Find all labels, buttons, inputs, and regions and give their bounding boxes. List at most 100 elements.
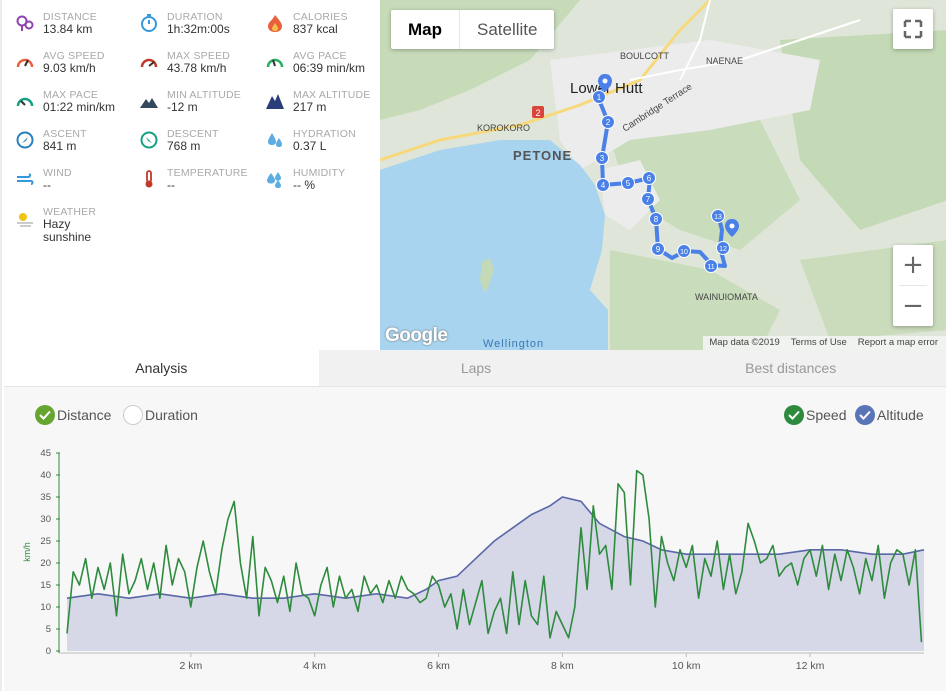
map-view-button[interactable]: Map bbox=[391, 10, 460, 49]
mountain-high-icon bbox=[266, 92, 284, 110]
map-label-boulcott: BOULCOTT bbox=[620, 51, 670, 61]
y-tick-label: 25 bbox=[40, 536, 51, 547]
route-km-marker[interactable]: 11 bbox=[704, 259, 718, 273]
y-axis-label: km/h bbox=[22, 542, 32, 562]
stat-label: MIN ALTITUDE bbox=[167, 89, 241, 101]
stat-value: 837 kcal bbox=[293, 22, 338, 36]
distance-radio[interactable] bbox=[35, 405, 55, 425]
y-tick-label: 20 bbox=[40, 558, 51, 569]
stat-min-altitude: MIN ALTITUDE -12 m bbox=[128, 78, 253, 114]
end-pin-icon[interactable] bbox=[725, 219, 739, 237]
x-tick-label: 12 km bbox=[796, 660, 825, 672]
analysis-chart-area: Distance Duration Speed Altitude 0 5 10 15 2… bbox=[4, 386, 946, 691]
fullscreen-button[interactable] bbox=[893, 9, 933, 49]
stat-label: TEMPERATURE bbox=[167, 167, 248, 179]
svg-text:13: 13 bbox=[714, 214, 722, 221]
distance-toggle-label: Distance bbox=[57, 407, 112, 423]
x-tick-label: 2 km bbox=[179, 660, 202, 672]
stat-label: DURATION bbox=[167, 11, 223, 23]
zoom-controls: + − bbox=[893, 245, 933, 326]
altitude-checkbox[interactable] bbox=[855, 405, 875, 425]
map-label-wellington: Wellington bbox=[483, 338, 544, 350]
route-km-marker[interactable]: 1 bbox=[592, 90, 606, 104]
flame-icon bbox=[266, 14, 284, 32]
stat-value: 9.03 km/h bbox=[43, 61, 96, 75]
stat-ascent: ASCENT 841 m bbox=[4, 117, 129, 153]
stat-max-pace: MAX PACE 01:22 min/km bbox=[4, 78, 129, 114]
pace-gauge-max-icon bbox=[16, 92, 34, 110]
stat-value: 1h:32m:00s bbox=[167, 22, 230, 36]
thermometer-icon bbox=[140, 170, 158, 188]
tab-analysis[interactable]: Analysis bbox=[4, 350, 319, 386]
stat-value: 43.78 km/h bbox=[167, 61, 227, 75]
route-km-marker[interactable]: 13 bbox=[711, 209, 725, 223]
analysis-tabs: Analysis Laps Best distances bbox=[4, 350, 946, 386]
route-km-marker[interactable]: 12 bbox=[716, 241, 730, 255]
route-km-marker[interactable]: 8 bbox=[649, 212, 663, 226]
svg-text:9: 9 bbox=[656, 245, 661, 254]
altitude-toggle[interactable]: Altitude bbox=[855, 405, 935, 425]
stat-label: HYDRATION bbox=[293, 128, 356, 140]
stat-descent: DESCENT 768 m bbox=[128, 117, 253, 153]
stat-avg-speed: AVG SPEED 9.03 km/h bbox=[4, 39, 129, 75]
stat-avg-pace: AVG PACE 06:39 min/km bbox=[254, 39, 379, 75]
svg-text:11: 11 bbox=[707, 264, 714, 271]
speed-toggle-label: Speed bbox=[806, 407, 847, 423]
y-tick-label: 15 bbox=[40, 580, 51, 591]
svg-text:12: 12 bbox=[719, 246, 727, 253]
route-km-marker[interactable]: 2 bbox=[601, 115, 615, 129]
speed-toggle[interactable]: Speed bbox=[784, 405, 850, 425]
y-tick-label: 10 bbox=[40, 602, 51, 613]
route-km-marker[interactable]: 4 bbox=[596, 178, 610, 192]
duration-toggle[interactable]: Duration bbox=[123, 405, 213, 425]
svg-text:7: 7 bbox=[646, 195, 651, 204]
check-icon bbox=[859, 410, 871, 420]
stat-label: MAX SPEED bbox=[167, 50, 231, 62]
map-canvas[interactable]: 2 Lower Hutt BOULCOTT NAENAE Cambridge T… bbox=[380, 0, 946, 350]
x-tick-label: 8 km bbox=[551, 660, 574, 672]
route-km-marker[interactable]: 5 bbox=[621, 176, 635, 190]
route-km-marker[interactable]: 7 bbox=[641, 192, 655, 206]
stat-duration: DURATION 1h:32m:00s bbox=[128, 0, 253, 36]
stat-weather: WEATHER Hazy sunshine bbox=[4, 195, 129, 244]
map-label-korokoro: KOROKORO bbox=[477, 123, 530, 133]
speed-altitude-chart[interactable]: 0 5 10 15 20 25 30 35 40 45 km/h 2 km 4 km 6 km 8 km 10… bbox=[4, 387, 946, 691]
stat-label: ASCENT bbox=[43, 128, 87, 140]
stat-distance: DISTANCE 13.84 km bbox=[4, 0, 129, 36]
stat-hydration: HYDRATION 0.37 L bbox=[254, 117, 379, 153]
zoom-in-button[interactable]: + bbox=[902, 250, 924, 280]
distance-toggle[interactable]: Distance bbox=[35, 405, 125, 425]
distance-pin-icon bbox=[16, 14, 34, 32]
tab-best-distances[interactable]: Best distances bbox=[745, 360, 837, 376]
duration-radio[interactable] bbox=[123, 405, 143, 425]
map-type-toggle[interactable]: Map Satellite bbox=[391, 10, 555, 49]
route-km-marker[interactable]: 3 bbox=[595, 151, 609, 165]
stat-value: 13.84 km bbox=[43, 22, 93, 36]
stat-label: DESCENT bbox=[167, 128, 219, 140]
stat-value: -- bbox=[167, 178, 175, 192]
stat-max-speed: MAX SPEED 43.78 km/h bbox=[128, 39, 253, 75]
y-tick-label: 45 bbox=[40, 448, 51, 459]
route-map[interactable]: 2 Lower Hutt BOULCOTT NAENAE Cambridge T… bbox=[380, 0, 946, 350]
route-km-marker[interactable]: 6 bbox=[642, 171, 656, 185]
start-pin-icon[interactable] bbox=[598, 74, 612, 92]
tab-laps[interactable]: Laps bbox=[460, 360, 492, 376]
speedometer-max-icon bbox=[140, 53, 158, 71]
route-km-marker[interactable]: 10 bbox=[677, 244, 691, 258]
satellite-view-button[interactable]: Satellite bbox=[477, 20, 538, 39]
zoom-out-button[interactable]: − bbox=[902, 291, 924, 321]
stats-panel: DISTANCE 13.84 km DURATION 1h:32m:00s CALORI… bbox=[4, 0, 380, 350]
stat-value: 841 m bbox=[43, 139, 77, 153]
stat-value: 0.37 L bbox=[293, 139, 327, 153]
terms-of-use-link[interactable]: Terms of Use bbox=[790, 337, 847, 348]
report-map-error-link[interactable]: Report a map error bbox=[857, 337, 938, 348]
route-km-marker[interactable]: 9 bbox=[651, 242, 665, 256]
stat-value: 06:39 min/km bbox=[293, 61, 366, 75]
map-label-wainuiomata: WAINUIOMATA bbox=[695, 292, 758, 302]
y-tick-label: 5 bbox=[46, 624, 51, 635]
svg-text:2: 2 bbox=[606, 118, 611, 127]
y-tick-label: 40 bbox=[40, 470, 51, 481]
speed-line bbox=[66, 469, 923, 643]
speed-checkbox[interactable] bbox=[784, 405, 804, 425]
svg-text:10: 10 bbox=[680, 249, 688, 256]
